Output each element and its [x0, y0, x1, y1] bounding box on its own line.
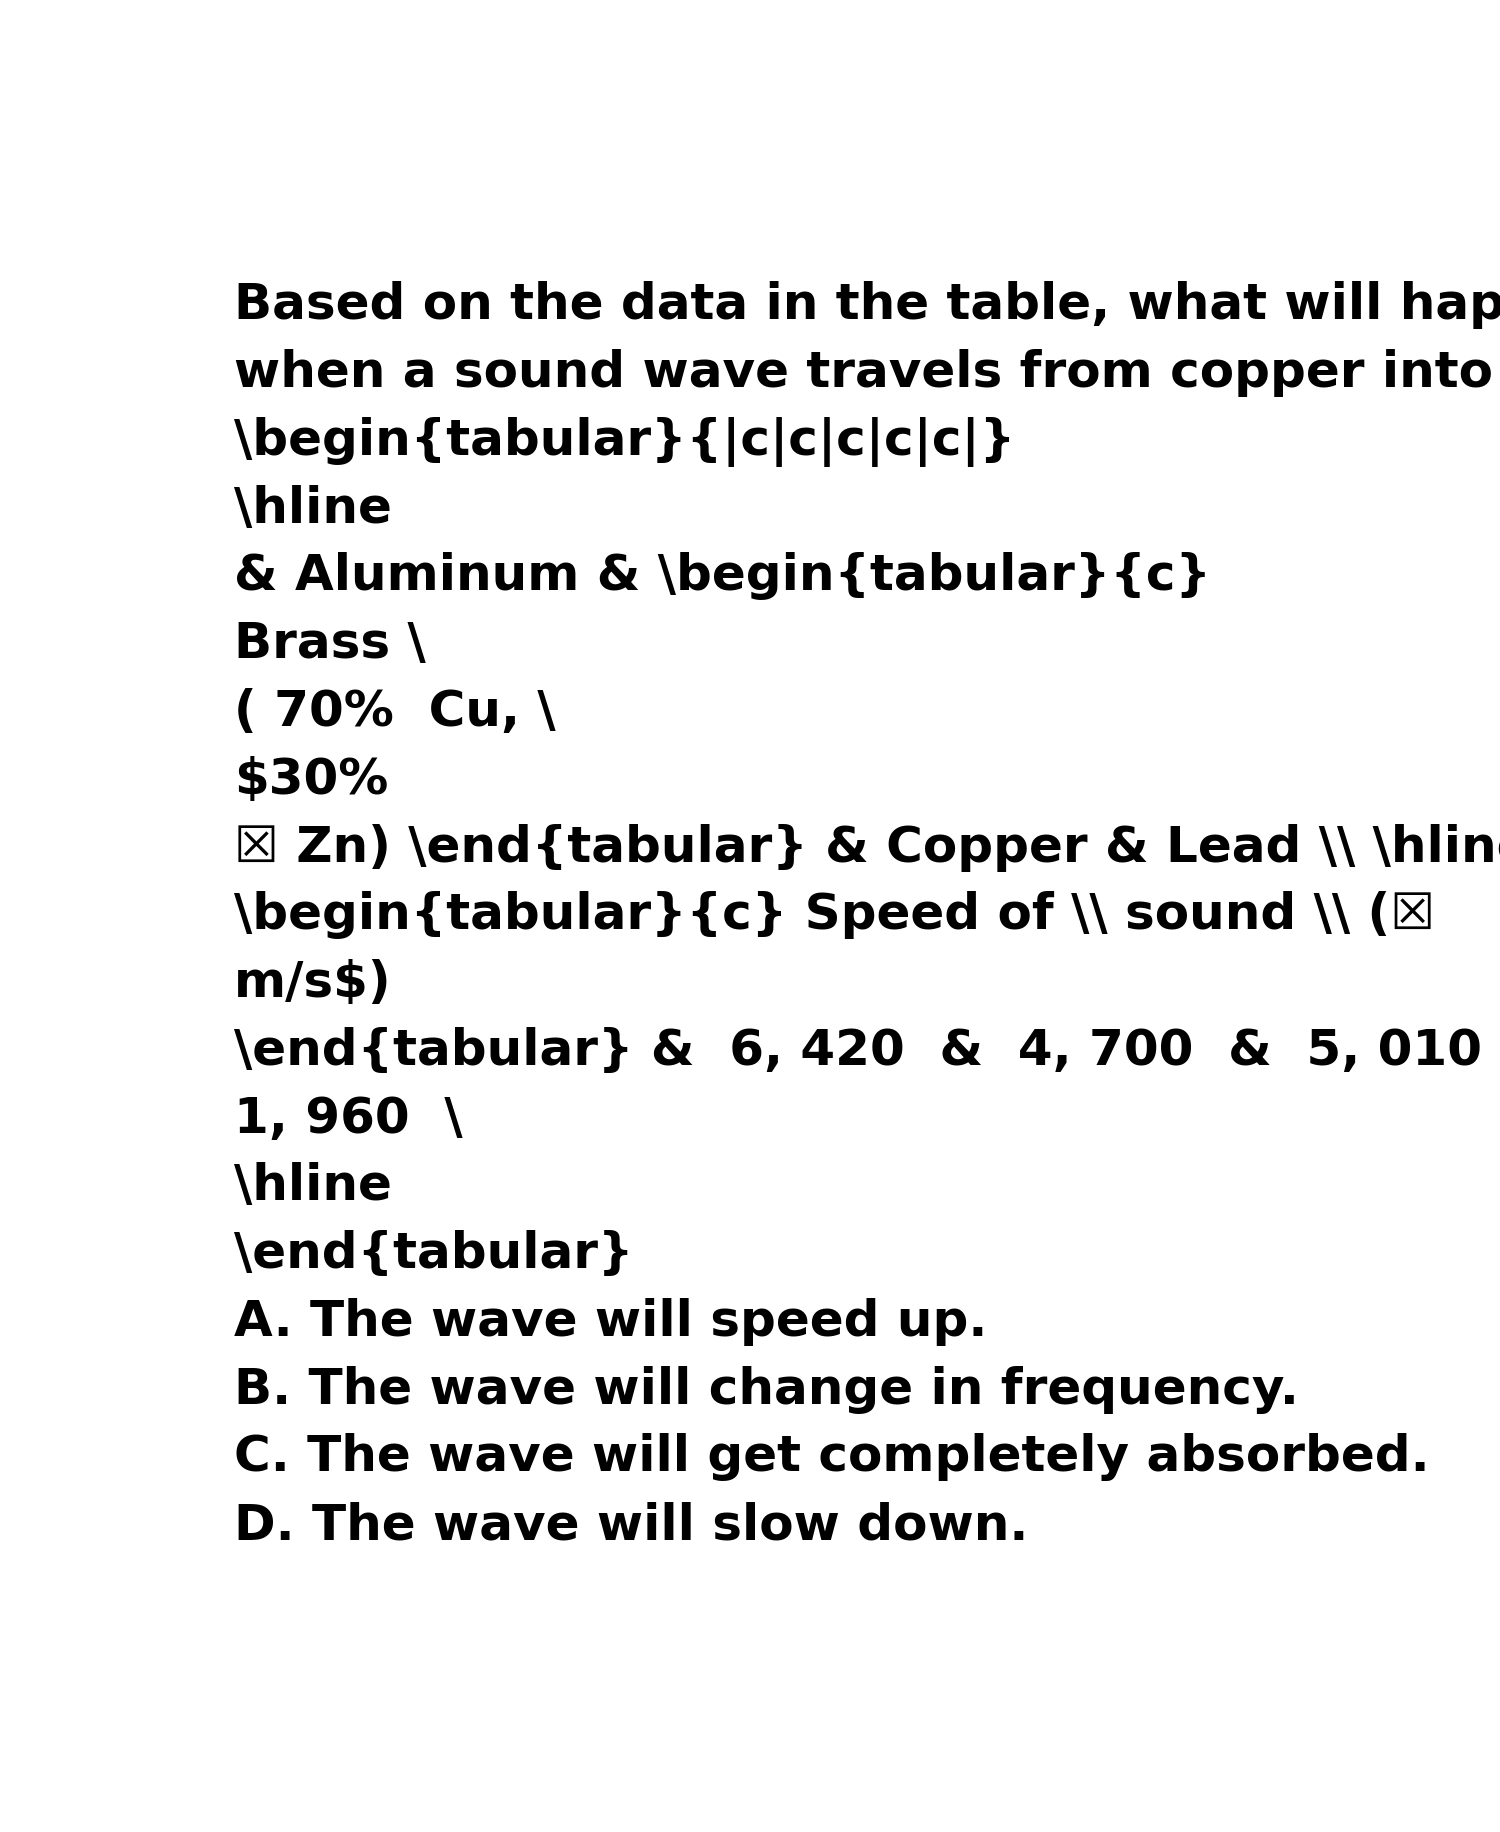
Text: \end{tabular}: \end{tabular}	[234, 1229, 633, 1279]
Text: D. The wave will slow down.: D. The wave will slow down.	[234, 1500, 1029, 1550]
Text: Brass \: Brass \	[234, 621, 426, 669]
Text: C. The wave will get completely absorbed.: C. The wave will get completely absorbed…	[234, 1433, 1430, 1482]
Text: ☒ Zn) \end{tabular} & Copper & Lead \\ \hline: ☒ Zn) \end{tabular} & Copper & Lead \\ \…	[234, 824, 1500, 872]
Text: ( 70%  Cu, \: ( 70% Cu, \	[234, 689, 555, 736]
Text: \hline: \hline	[234, 1161, 392, 1211]
Text: $30%: $30%	[234, 757, 388, 804]
Text: m/s$): m/s$)	[234, 958, 392, 1008]
Text: Based on the data in the table, what will happen: Based on the data in the table, what wil…	[234, 282, 1500, 330]
Text: 1, 960  \: 1, 960 \	[234, 1094, 462, 1143]
Text: \end{tabular} &  6, 420  &  4, 700  &  5, 010  &: \end{tabular} & 6, 420 & 4, 700 & 5, 010…	[234, 1026, 1500, 1075]
Text: & Aluminum & \begin{tabular}{c}: & Aluminum & \begin{tabular}{c}	[234, 553, 1210, 601]
Text: \hline: \hline	[234, 485, 392, 533]
Text: \begin{tabular}{|c|c|c|c|c|}: \begin{tabular}{|c|c|c|c|c|}	[234, 418, 1016, 467]
Text: A. The wave will speed up.: A. The wave will speed up.	[234, 1297, 987, 1347]
Text: B. The wave will change in frequency.: B. The wave will change in frequency.	[234, 1365, 1299, 1414]
Text: when a sound wave travels from copper into lead?: when a sound wave travels from copper in…	[234, 350, 1500, 398]
Text: \begin{tabular}{c} Speed of \\ sound \\ (☒: \begin{tabular}{c} Speed of \\ sound \\ …	[234, 892, 1436, 940]
